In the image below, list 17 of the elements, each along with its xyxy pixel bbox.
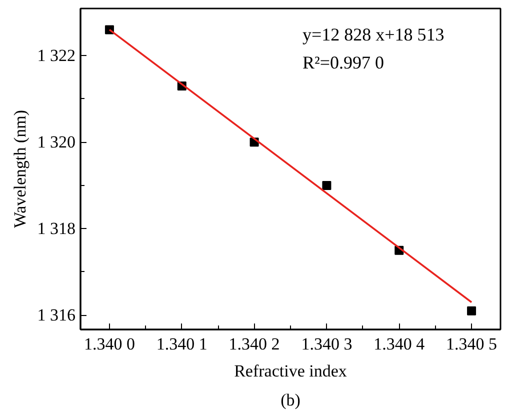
- annotation: R²=0.997 0: [302, 52, 384, 72]
- y-tick-label: 1 316: [37, 306, 76, 325]
- point: [322, 180, 332, 190]
- x-tick-label: 1.340 4: [374, 334, 426, 354]
- text: (b): [280, 390, 300, 410]
- x-axis-title: Refractive index: [234, 362, 348, 380]
- x-tick-label: 1.340 1: [156, 334, 208, 354]
- y-axis-title: Wavelength (nm): [10, 110, 30, 228]
- y-tick-label: 1 318: [37, 219, 76, 238]
- x-tick-label: 1.340 0: [84, 334, 135, 354]
- point: [467, 306, 476, 316]
- x-tick-label: 1.340 2: [228, 334, 280, 354]
- x-tick-label: 1.340 3: [301, 334, 352, 354]
- y-tick-label: 1 320: [37, 132, 76, 152]
- y-tick-label: 1 322: [37, 46, 76, 66]
- x-tick-label: 1.340 5: [446, 334, 498, 354]
- annotation: y=12 828 x+18 513: [302, 24, 444, 44]
